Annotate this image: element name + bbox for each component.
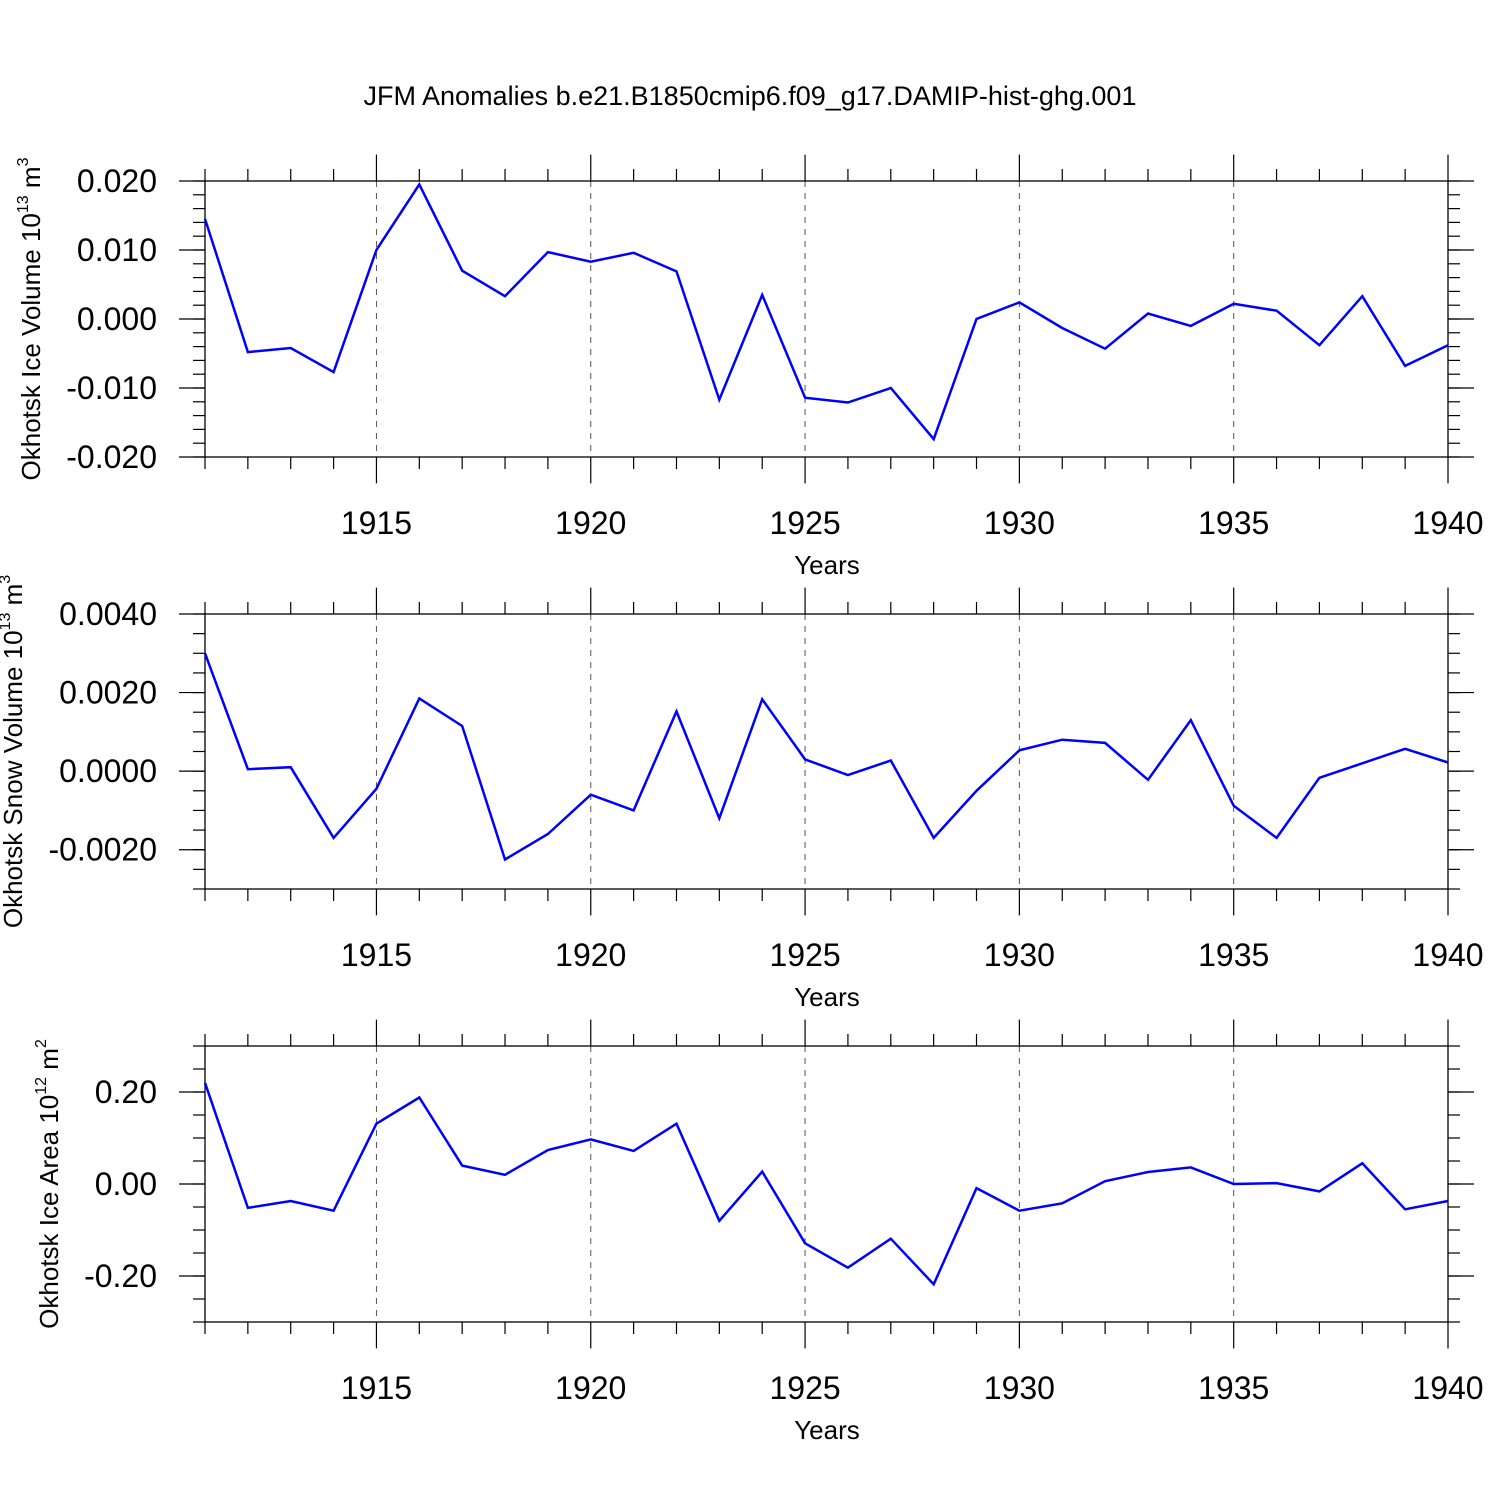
x-axis-label: Years — [794, 1415, 860, 1445]
y-tick-label: -0.010 — [66, 370, 157, 406]
panel-2: -0.0020 0.0000 0.0020 0.0040 1915 1920 1925 193… — [0, 575, 1484, 1012]
x-tick-label: 1915 — [341, 505, 412, 541]
x-tick-label: 1920 — [555, 937, 626, 973]
x-tick-label: 1935 — [1198, 937, 1269, 973]
y-tick-label: 0.0000 — [59, 753, 157, 789]
x-tick-label: 1935 — [1198, 1370, 1269, 1406]
x-tick-label: 1940 — [1412, 1370, 1483, 1406]
x-tick-label: 1925 — [769, 1370, 840, 1406]
x-axis-label: Years — [794, 982, 860, 1012]
plot-frame — [204, 180, 1449, 458]
y-tick-label: 0.0020 — [59, 675, 157, 711]
x-axis-label: Years — [794, 550, 860, 580]
y-tick-label: -0.020 — [66, 439, 157, 475]
x-tick-label: 1935 — [1198, 505, 1269, 541]
x-tick-label: 1920 — [555, 505, 626, 541]
plot-frame — [204, 613, 1449, 890]
x-tick-label: 1920 — [555, 1370, 626, 1406]
series-line — [203, 652, 1449, 862]
y-tick-label: 0.20 — [95, 1074, 157, 1110]
y-axis-label: Okhotsk Snow Volume 1013 m3 — [0, 575, 28, 928]
y-tick-label: 0.000 — [77, 301, 157, 337]
x-tick-label: 1930 — [984, 505, 1055, 541]
panel-3: -0.20 0.00 0.20 1915 1920 1925 1930 1935 1940 Yea… — [33, 1019, 1484, 1445]
x-tick-label: 1915 — [341, 937, 412, 973]
x-tick-label: 1915 — [341, 1370, 412, 1406]
y-axis-label: Okhotsk Ice Area 1012 m2 — [33, 1039, 64, 1329]
x-tick-label: 1925 — [769, 937, 840, 973]
y-tick-label: -0.20 — [84, 1258, 157, 1294]
x-tick-label: 1940 — [1412, 505, 1483, 541]
x-tick-label: 1930 — [984, 937, 1055, 973]
y-tick-label: 0.010 — [77, 232, 157, 268]
x-tick-label: 1940 — [1412, 937, 1483, 973]
figure-title: JFM Anomalies b.e21.B1850cmip6.f09_g17.D… — [364, 81, 1137, 111]
y-tick-label: 0.00 — [95, 1166, 157, 1202]
x-tick-label: 1925 — [769, 505, 840, 541]
x-tick-label: 1930 — [984, 1370, 1055, 1406]
y-tick-label: 0.0040 — [59, 596, 157, 632]
y-tick-label: 0.020 — [77, 163, 157, 199]
panel-1: -0.020 -0.010 0.000 0.010 0.020 1915 1920 1925 1… — [15, 154, 1484, 580]
series-line — [203, 181, 1449, 442]
y-axis-label: Okhotsk Ice Volume 1013 m3 — [15, 157, 46, 480]
series-line — [203, 1082, 1449, 1287]
y-tick-label: -0.0020 — [48, 832, 157, 868]
